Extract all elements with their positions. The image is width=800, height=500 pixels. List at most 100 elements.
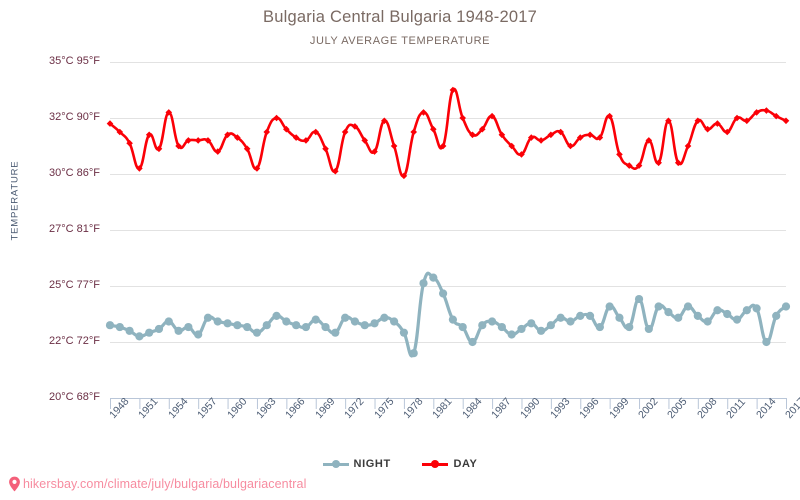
data-point [341, 313, 350, 322]
series-night [105, 271, 791, 358]
legend-label-night: NIGHT [353, 458, 391, 471]
data-point [694, 117, 702, 125]
data-point [409, 349, 418, 358]
data-point [556, 313, 565, 322]
data-point [634, 294, 644, 304]
data-point [341, 128, 349, 136]
data-point [399, 328, 409, 337]
data-point [763, 107, 770, 114]
data-point [126, 139, 133, 147]
data-point [733, 114, 741, 122]
series-line [108, 271, 788, 358]
data-point [145, 131, 153, 139]
data-point [732, 315, 742, 324]
chart-legend: NIGHT DAY [0, 458, 800, 470]
data-point [606, 112, 613, 120]
data-point [468, 337, 477, 347]
series-line [108, 87, 788, 178]
data-point [361, 137, 369, 144]
data-point [459, 114, 466, 122]
page-title: Bulgaria Central Bulgaria 1948-2017 [263, 8, 537, 26]
data-point [194, 137, 202, 144]
data-point [743, 117, 751, 125]
y-tick-label: 27°C 81°F [49, 223, 100, 235]
data-point [381, 117, 388, 125]
data-point [263, 128, 271, 136]
data-point [665, 117, 672, 125]
data-point [332, 167, 339, 175]
data-point [174, 326, 183, 335]
data-point [350, 317, 360, 326]
data-point [252, 328, 262, 337]
data-point [214, 148, 222, 155]
data-point [674, 159, 682, 167]
y-tick-label: 35°C 95°F [49, 55, 100, 67]
data-point [390, 142, 398, 150]
data-point [283, 125, 290, 133]
data-point [243, 322, 252, 332]
data-point [655, 159, 662, 167]
y-axis-tick-labels: 35°C 95°F 32°C 90°F 30°C 86°F 27°C 81°F 25°C… [28, 0, 100, 500]
data-point [615, 313, 624, 322]
legend-item-day[interactable]: DAY [422, 458, 477, 470]
data-point [311, 315, 320, 324]
data-point [517, 324, 526, 334]
data-point [723, 309, 732, 319]
source-watermark-text: hikersbay.com/climate/july/bulgaria/bulg… [23, 477, 307, 491]
data-point [449, 86, 457, 94]
data-point [753, 109, 760, 116]
data-point [772, 311, 781, 320]
data-point [527, 134, 535, 141]
data-point [116, 128, 124, 136]
data-point [371, 148, 378, 155]
data-point [585, 311, 595, 320]
data-point [262, 321, 271, 330]
data-point [165, 109, 173, 116]
data-point [213, 317, 222, 326]
data-point [429, 273, 438, 282]
data-point [234, 134, 241, 141]
data-point [175, 142, 182, 150]
data-point [154, 324, 164, 334]
data-point [400, 172, 408, 180]
data-point [224, 131, 231, 139]
series-day [106, 86, 790, 180]
data-point [781, 302, 791, 311]
data-point [273, 114, 280, 122]
data-point [782, 117, 790, 125]
data-point [321, 322, 330, 332]
data-point [566, 317, 575, 326]
data-point [292, 134, 300, 141]
data-point [420, 109, 427, 116]
x-axis-ticks [110, 398, 787, 409]
y-tick-label: 32°C 90°F [49, 111, 100, 123]
legend-swatch-day [422, 459, 449, 469]
data-point [704, 125, 711, 133]
source-watermark[interactable]: hikersbay.com/climate/july/bulgaria/bulg… [8, 476, 306, 492]
data-point [557, 128, 564, 136]
data-point [351, 123, 359, 130]
y-tick-label: 30°C 86°F [49, 167, 100, 179]
data-point [645, 137, 653, 144]
data-point [390, 317, 399, 326]
data-point [498, 131, 506, 139]
data-point [448, 315, 457, 324]
data-point [164, 317, 173, 326]
data-point [380, 313, 389, 322]
data-point [155, 145, 163, 153]
data-point [469, 131, 476, 139]
data-point [204, 137, 212, 144]
data-point [536, 326, 546, 335]
data-point [742, 306, 751, 315]
data-point [145, 328, 154, 337]
data-point [487, 317, 497, 326]
data-point [478, 321, 487, 330]
legend-item-night[interactable]: NIGHT [322, 458, 391, 471]
data-point [223, 319, 232, 328]
data-point [105, 321, 115, 330]
data-point [527, 319, 536, 328]
data-point [370, 319, 379, 328]
data-point [546, 321, 555, 330]
